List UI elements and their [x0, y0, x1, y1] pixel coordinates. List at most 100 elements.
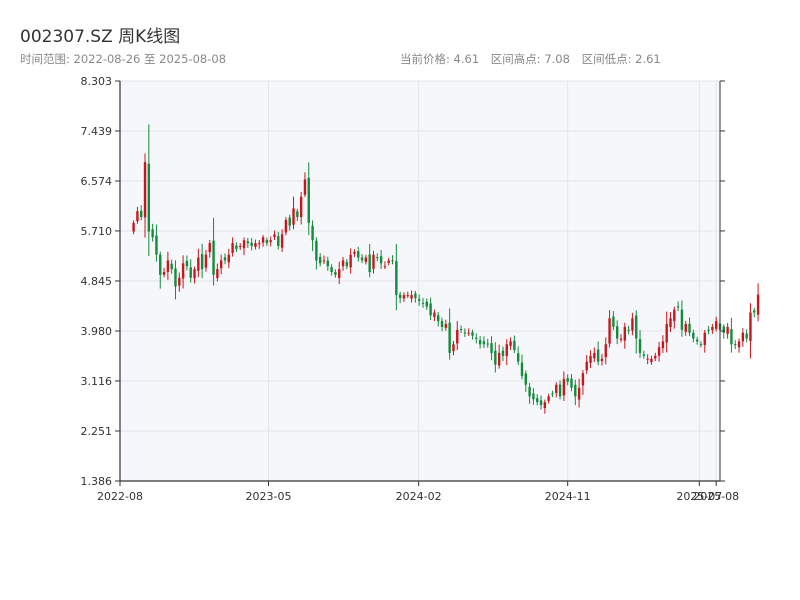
candle: [543, 399, 547, 414]
candle: [482, 336, 486, 349]
candle: [654, 352, 657, 362]
candle-body: [189, 267, 192, 278]
x-tick-label: 2022-08: [97, 490, 143, 503]
candle: [673, 306, 676, 329]
candle-body: [753, 310, 756, 313]
candle-body: [334, 272, 337, 275]
candle: [376, 253, 379, 262]
candle: [353, 249, 356, 258]
y-tick-label: 2.251: [81, 425, 113, 438]
chart-title: 002307.SZ 周K线图: [20, 27, 181, 47]
candle-body: [612, 316, 615, 327]
candle-body: [307, 177, 310, 223]
candle-body: [581, 373, 585, 386]
candle-body: [181, 263, 185, 279]
candle-body: [646, 358, 649, 360]
candle: [589, 350, 592, 369]
candle-body: [174, 268, 177, 287]
candle: [707, 326, 710, 335]
candle-body: [456, 329, 459, 344]
candle: [334, 269, 337, 278]
candle-body: [200, 254, 204, 270]
y-tick-label: 8.303: [81, 75, 113, 88]
candle-body: [711, 326, 714, 331]
candle-body: [242, 240, 246, 249]
candle: [596, 341, 600, 366]
candle-body: [269, 240, 272, 243]
candle-body: [136, 211, 139, 222]
candle: [539, 395, 543, 410]
candle: [147, 124, 151, 256]
candle-body: [440, 320, 444, 327]
candle: [433, 309, 436, 322]
candle: [524, 370, 528, 392]
candle-body: [433, 312, 436, 317]
candle-body: [558, 384, 562, 397]
candle-body: [395, 261, 398, 296]
candle-body: [665, 324, 668, 343]
candle: [505, 339, 508, 366]
candle-body: [448, 322, 451, 353]
candle: [417, 294, 421, 306]
candle: [608, 310, 611, 348]
candle: [322, 255, 326, 265]
candle: [612, 311, 615, 331]
candle-body: [577, 387, 581, 400]
candle: [402, 292, 406, 302]
candle-body: [254, 243, 257, 247]
candle-body: [524, 373, 528, 385]
candle-body: [338, 269, 341, 278]
candle: [513, 335, 516, 354]
candle-body: [292, 208, 295, 225]
candle-body: [596, 349, 600, 362]
candle: [212, 217, 215, 286]
candle: [699, 341, 703, 348]
current-price-label: 当前价格: 4.61: [400, 52, 480, 66]
candle: [745, 329, 748, 343]
candle: [676, 301, 680, 312]
candle-body: [429, 303, 432, 316]
candle: [509, 337, 512, 350]
candle-body: [547, 396, 550, 401]
candle: [711, 324, 714, 334]
candle-body: [676, 306, 680, 308]
candle-body: [132, 222, 135, 232]
candle-body: [284, 219, 288, 233]
candle-body: [376, 257, 379, 259]
candle-body: [353, 251, 356, 254]
candle: [440, 317, 444, 332]
candle: [501, 346, 505, 362]
candle-body: [608, 318, 611, 344]
candle: [490, 336, 493, 361]
candle: [631, 312, 634, 336]
candle-body: [657, 347, 661, 356]
candle: [132, 220, 135, 235]
candle: [635, 310, 638, 354]
candle: [368, 244, 371, 278]
candle-body: [223, 257, 227, 261]
candle: [174, 260, 177, 300]
candle-body: [570, 378, 573, 388]
y-tick-label: 7.439: [81, 125, 113, 138]
candle-body: [589, 355, 592, 363]
candle: [741, 328, 745, 347]
candle: [181, 255, 185, 289]
y-tick-label: 5.710: [81, 225, 113, 238]
candle-body: [239, 245, 242, 247]
range-high-label: 区间高点: 7.08: [490, 52, 570, 66]
candle: [753, 307, 756, 318]
price-summary: 当前价格: 4.61 区间高点: 7.08 区间低点: 2.61: [400, 51, 669, 67]
candle-body: [318, 257, 322, 264]
candle: [200, 243, 204, 279]
candle: [280, 229, 284, 253]
candle-body: [707, 329, 710, 331]
candle-body: [417, 299, 421, 301]
candle-body: [673, 309, 676, 322]
y-tick-label: 1.386: [81, 475, 113, 488]
candle-body: [699, 344, 703, 346]
candle-body: [296, 211, 299, 218]
candle: [730, 317, 733, 353]
candle: [242, 237, 246, 256]
grid-lines: [119, 80, 720, 482]
candle: [558, 380, 562, 400]
